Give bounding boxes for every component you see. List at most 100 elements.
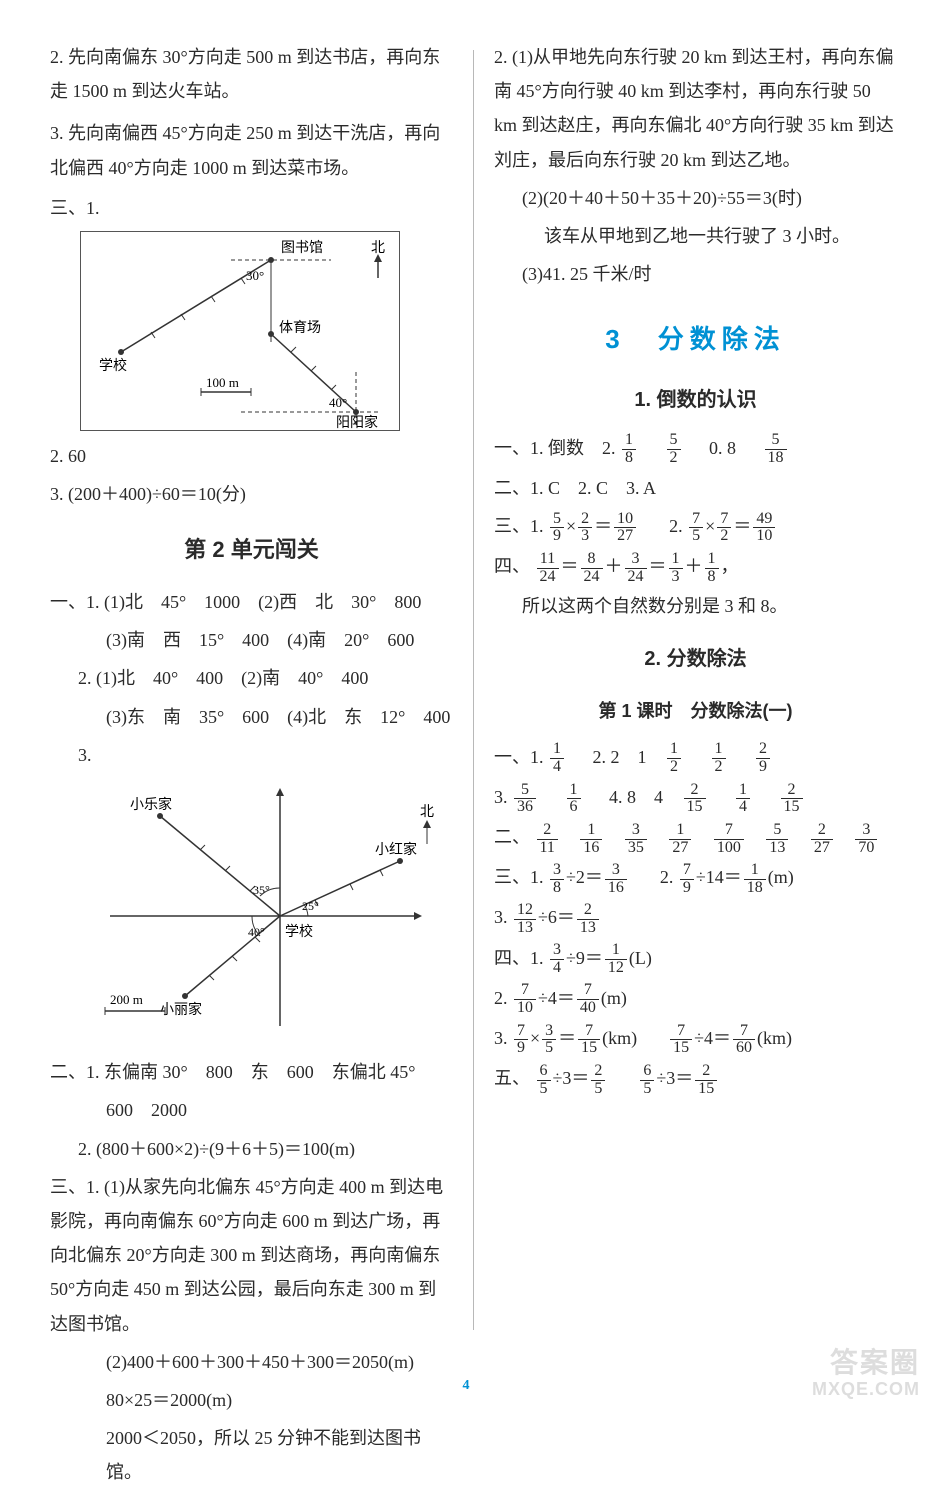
text: 2. 先向南偏东 30°方向走 500 m 到达书店，再向东走 1500 m 到… <box>50 47 440 101</box>
angle30: 30° <box>246 268 264 283</box>
paragraph: 三、1. (1)从家先向北偏东 45°方向走 400 m 到达电影院，再向南偏东… <box>50 1170 453 1341</box>
fraction: 23 <box>578 511 592 546</box>
row: 三、1. 59×23＝1027 2. 75×72＝4910 <box>494 509 897 545</box>
fraction: 72 <box>717 511 731 546</box>
map-diagram-1: 图书馆 北 30° 学校 体育场 <box>80 231 400 431</box>
fraction: 324 <box>625 551 647 586</box>
fraction: 18 <box>622 432 636 467</box>
home-label: 阳阳家 <box>336 414 378 431</box>
fraction: 59 <box>550 511 564 546</box>
fraction: 118 <box>744 862 766 897</box>
fraction: 18 <box>705 551 719 586</box>
text: 二、1. C 2. C 3. A <box>494 471 897 505</box>
row: 二、 211 116 335 127 7100 513 227 370 <box>494 820 897 856</box>
row: 3. 79×35＝715(km) 715÷4＝760(km) <box>494 1021 897 1057</box>
fraction: 35 <box>542 1023 556 1058</box>
text: 四、1. <box>494 948 544 968</box>
text: 一、1. 倒数 2. <box>494 438 616 458</box>
fraction: 4910 <box>753 511 775 546</box>
text: 三、1. <box>494 867 544 887</box>
text: (3)南 西 15° 400 (4)南 20° 600 <box>50 623 453 657</box>
gym-label: 体育场 <box>279 320 321 336</box>
li-label: 小丽家 <box>160 1001 202 1018</box>
map-diagram-2: 学校 北 小乐家 35° 小红家 25° <box>70 776 453 1047</box>
text: 3. 先向南偏西 45°方向走 250 m 到达干洗店，再向北偏西 40°方向走… <box>50 123 440 177</box>
text: 五、 <box>494 1068 530 1088</box>
text: 2. 60 <box>50 439 453 473</box>
text: 2. <box>494 988 508 1008</box>
row: 三、1. 38÷2＝316 2. 79÷14＝118(m) <box>494 860 897 896</box>
fraction: 740 <box>577 982 599 1017</box>
fraction: 29 <box>756 741 770 776</box>
scale-label: 100 m <box>206 375 239 390</box>
text: 4. 8 4 <box>609 787 663 807</box>
fraction: 715 <box>670 1023 692 1058</box>
row: 2. 710÷4＝740(m) <box>494 981 897 1017</box>
fraction: 38 <box>550 862 564 897</box>
row: 四、 1124＝824＋324＝13＋18， <box>494 549 897 585</box>
row: 五、 65÷3＝25 65÷3＝215 <box>494 1061 897 1097</box>
row: 一、1. 倒数 2. 18 52 0. 8 518 <box>494 431 897 467</box>
fraction: 215 <box>695 1063 717 1098</box>
a25: 25° <box>302 899 319 913</box>
angle40: 40° <box>329 395 347 410</box>
text: 3. <box>494 907 508 927</box>
fraction: 127 <box>669 822 691 857</box>
fraction: 79 <box>680 862 694 897</box>
paragraph: 2. 先向南偏东 30°方向走 500 m 到达书店，再向东走 1500 m 到… <box>50 40 453 108</box>
fraction: 760 <box>733 1023 755 1058</box>
text: 一、1. (1)北 45° 1000 (2)西 北 30° 800 <box>50 585 453 619</box>
text: 所以这两个自然数分别是 3 和 8。 <box>494 589 897 623</box>
fraction: 536 <box>514 782 536 817</box>
fraction: 112 <box>605 942 627 977</box>
page-number: 4 <box>463 1373 470 1400</box>
left-column: 2. 先向南偏东 30°方向走 500 m 到达书店，再向东走 1500 m 到… <box>50 40 473 1390</box>
watermark-top: 答案圈 <box>830 1347 920 1378</box>
text: 2. 2 1 <box>593 747 647 767</box>
text: 2000＜2050，所以 25 分钟不能到达图书馆。 <box>50 1421 453 1489</box>
library-label: 图书馆 <box>281 240 323 256</box>
fraction: 13 <box>669 551 683 586</box>
row: 四、1. 34÷9＝112(L) <box>494 941 897 977</box>
unit-title: 第 2 单元闯关 <box>50 529 453 571</box>
sub-title: 2. 分数除法 <box>494 640 897 678</box>
sub-title: 1. 倒数的认识 <box>494 381 897 419</box>
watermark: 答案圈 MXQE.COM <box>812 1347 920 1400</box>
school-label: 学校 <box>99 357 127 374</box>
row: 一、1. 14 2. 2 1 12 12 29 <box>494 740 897 776</box>
fraction: 1124 <box>537 551 559 586</box>
fraction: 335 <box>625 822 647 857</box>
fraction: 116 <box>580 822 602 857</box>
fraction: 715 <box>578 1023 600 1058</box>
fraction: 34 <box>550 942 564 977</box>
fraction: 1213 <box>514 902 536 937</box>
text: 2. (1)北 40° 400 (2)南 40° 400 <box>50 661 453 695</box>
fraction: 824 <box>581 551 603 586</box>
fraction: 65 <box>640 1063 654 1098</box>
lesson-title: 第 1 课时 分数除法(一) <box>494 694 897 728</box>
fraction: 518 <box>765 432 787 467</box>
fraction: 14 <box>550 741 564 776</box>
fraction: 25 <box>591 1063 605 1098</box>
fraction: 52 <box>667 432 681 467</box>
paragraph: 2. (1)从甲地先向东行驶 20 km 到达王村，再向东偏南 45°方向行驶 … <box>494 40 897 177</box>
scale-2: 200 m <box>110 992 143 1007</box>
text: 2. (1)从甲地先向东行驶 20 km 到达王村，再向东偏南 45°方向行驶 … <box>494 47 894 170</box>
text: 600 2000 <box>50 1093 453 1127</box>
fraction: 710 <box>514 982 536 1017</box>
text: (3)东 南 35° 600 (4)北 东 12° 400 <box>50 700 453 734</box>
paragraph: 3. 先向南偏西 45°方向走 250 m 到达干洗店，再向北偏西 40°方向走… <box>50 116 453 184</box>
watermark-bottom: MXQE.COM <box>812 1379 920 1400</box>
text: (2)(20＋40＋50＋35＋20)÷55＝3(时) <box>494 181 897 215</box>
text: (3)41. 25 千米/时 <box>494 257 897 291</box>
fraction: 370 <box>855 822 877 857</box>
text: 三、1. (1)从家先向北偏东 45°方向走 400 m 到达电影院，再向南偏东… <box>50 1177 443 1334</box>
text: 三、1. <box>494 516 544 536</box>
row: 3. 1213÷6＝213 <box>494 900 897 936</box>
fraction: 215 <box>684 782 706 817</box>
text: 3. <box>494 1028 508 1048</box>
text: 3. <box>50 738 453 772</box>
fraction: 211 <box>537 822 558 857</box>
school-label-2: 学校 <box>285 923 313 940</box>
fraction: 213 <box>577 902 599 937</box>
